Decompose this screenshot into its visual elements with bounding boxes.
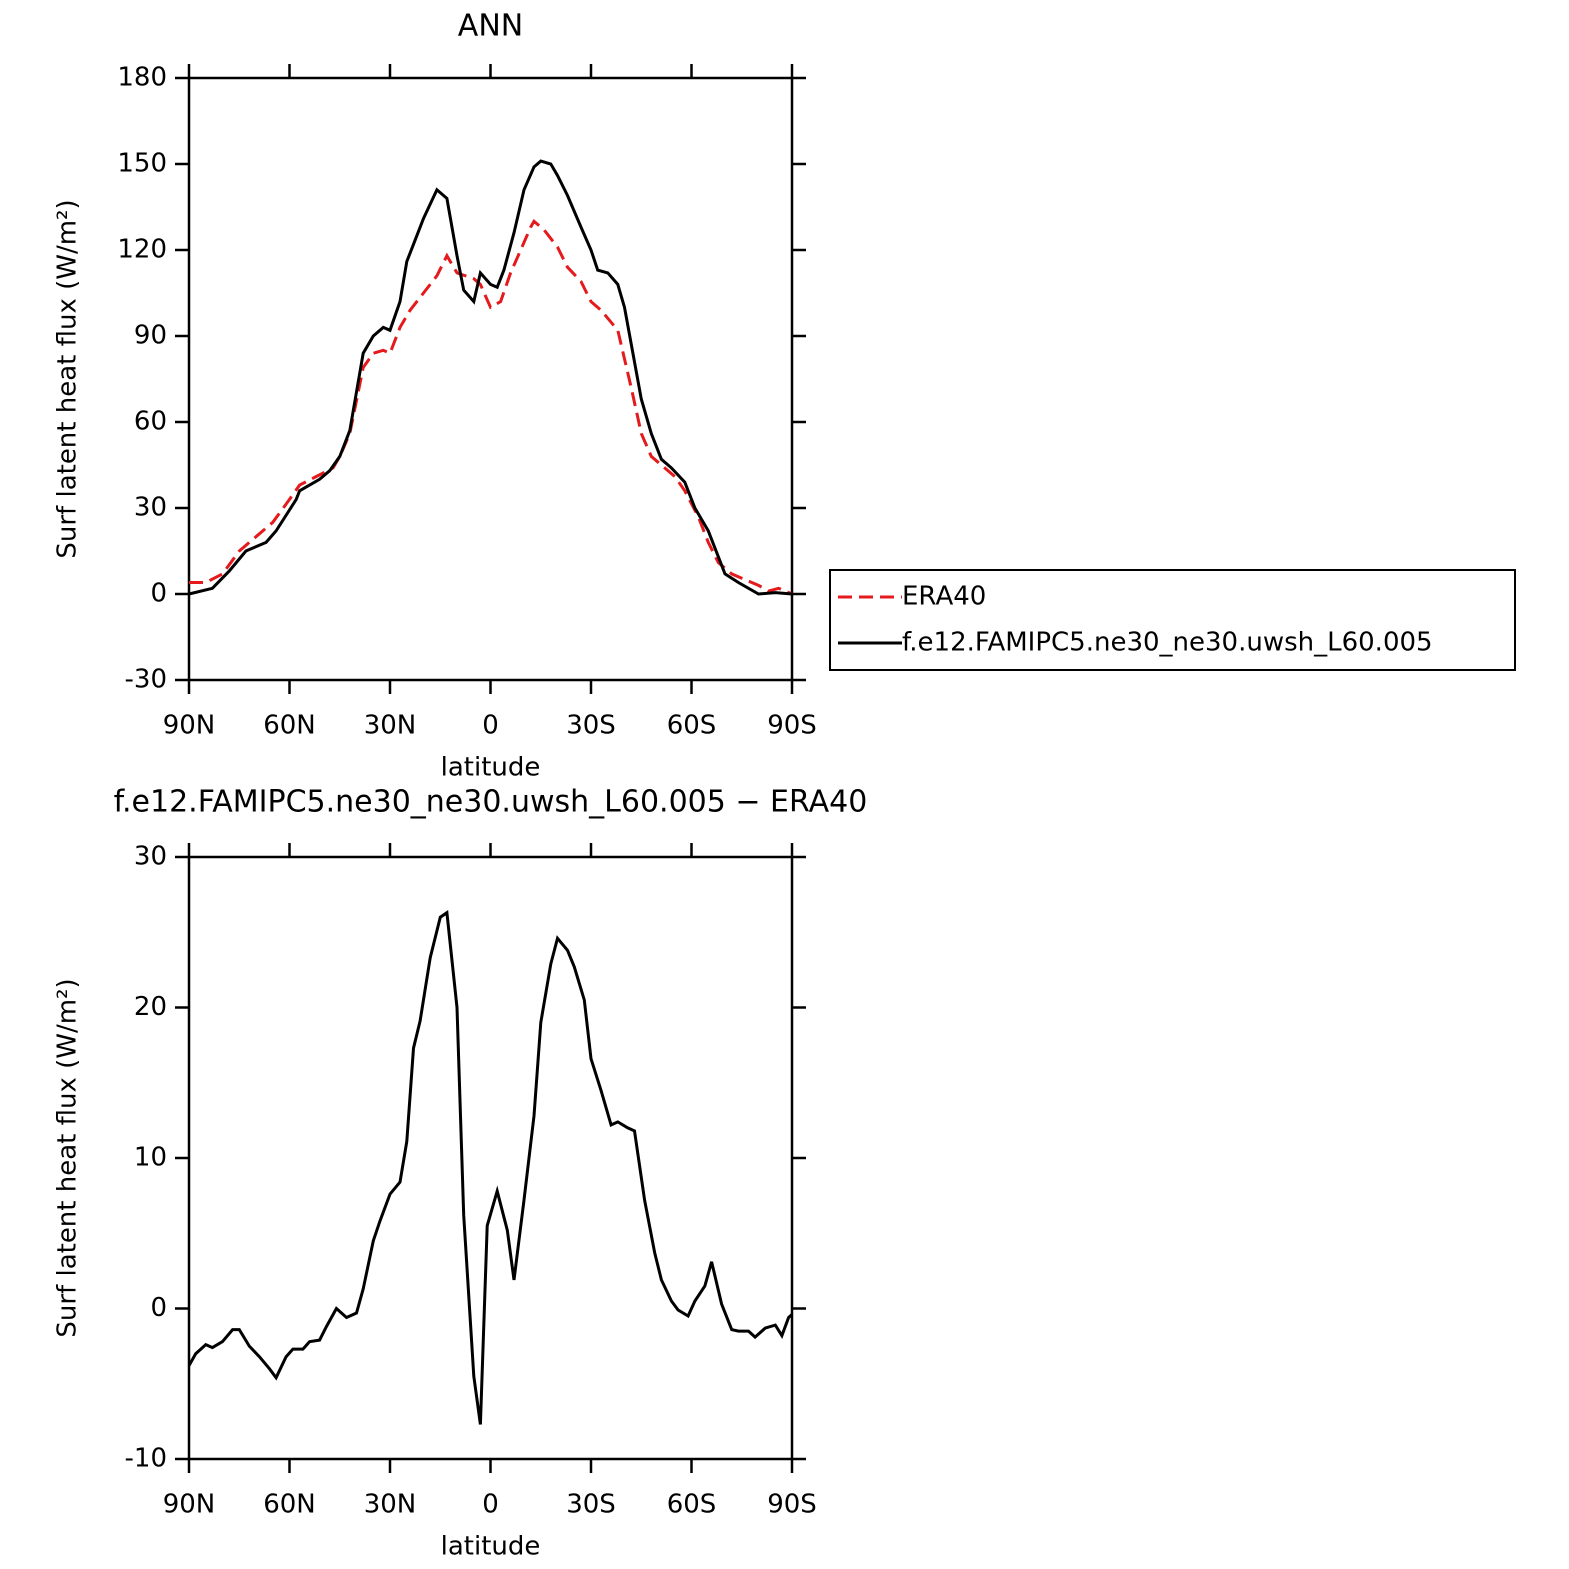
x-tick-label: 90N <box>163 711 216 741</box>
x-tick-label: 30S <box>566 711 616 741</box>
x-axis-label: latitude <box>441 1532 541 1562</box>
data-line <box>189 218 793 596</box>
x-tick-label: 30S <box>566 1490 616 1520</box>
x-tick-label: 90S <box>767 1490 817 1520</box>
y-axis-label: Surf latent heat flux (W/m²) <box>53 199 83 558</box>
y-tick-label: 0 <box>150 1293 167 1323</box>
y-tick-label: 10 <box>134 1143 167 1173</box>
x-tick-label: 30N <box>364 711 417 741</box>
y-tick-label: 180 <box>117 63 167 93</box>
data-line <box>188 159 793 596</box>
x-tick-label: 60N <box>263 711 316 741</box>
y-tick-label: -30 <box>125 665 167 695</box>
x-tick-label: 60N <box>263 1490 316 1520</box>
y-tick-label: 120 <box>117 235 167 265</box>
x-axis-label: latitude <box>441 753 541 783</box>
y-tick-label: 0 <box>150 579 167 609</box>
data-line <box>187 910 793 1425</box>
y-axis-label: Surf latent heat flux (W/m²) <box>53 978 83 1337</box>
chart-title: ANN <box>458 9 523 44</box>
legend-label: f.e12.FAMIPC5.ne30_ne30.uwsh_L60.005 <box>902 628 1433 658</box>
y-tick-label: 30 <box>134 493 167 523</box>
x-tick-label: 90S <box>767 711 817 741</box>
x-tick-label: 30N <box>364 1490 417 1520</box>
chart-title: f.e12.FAMIPC5.ne30_ne30.uwsh_L60.005 − E… <box>114 785 868 820</box>
x-tick-label: 0 <box>482 711 499 741</box>
y-tick-label: 60 <box>134 407 167 437</box>
y-tick-label: 150 <box>117 149 167 179</box>
y-tick-label: 90 <box>134 321 167 351</box>
x-tick-label: 60S <box>667 1490 717 1520</box>
plot-frame <box>187 76 794 682</box>
legend-label: ERA40 <box>902 582 986 612</box>
y-tick-label: 30 <box>134 842 167 872</box>
x-tick-label: 60S <box>667 711 717 741</box>
y-tick-label: -10 <box>125 1444 167 1474</box>
x-tick-label: 0 <box>482 1490 499 1520</box>
y-tick-label: 20 <box>134 992 167 1022</box>
legend-box <box>829 569 1516 671</box>
x-tick-label: 90N <box>163 1490 216 1520</box>
